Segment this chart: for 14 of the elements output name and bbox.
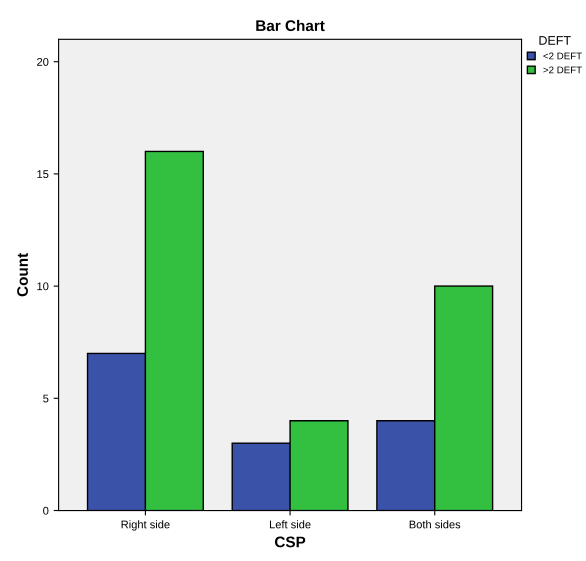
x-tick-label: Right side xyxy=(122,520,170,531)
y-tick-label: 10 xyxy=(37,282,48,290)
x-tick-label: Left side xyxy=(270,520,311,528)
legend-label: >2 DEFT xyxy=(543,66,582,74)
y-tick-label: 15 xyxy=(37,170,48,178)
y-axis-title: Count xyxy=(17,253,28,296)
x-axis-title: CSP xyxy=(274,536,306,548)
y-tick-label: 5 xyxy=(43,394,48,402)
x-tick-label: Both sides xyxy=(410,520,460,528)
y-tick-label: 0 xyxy=(43,506,48,515)
y-tick-label: 20 xyxy=(37,58,48,66)
legend-label: <2 DEFT xyxy=(543,52,582,60)
chart-title: Bar Chart xyxy=(256,20,325,32)
legend-title: DEFT xyxy=(539,36,571,45)
